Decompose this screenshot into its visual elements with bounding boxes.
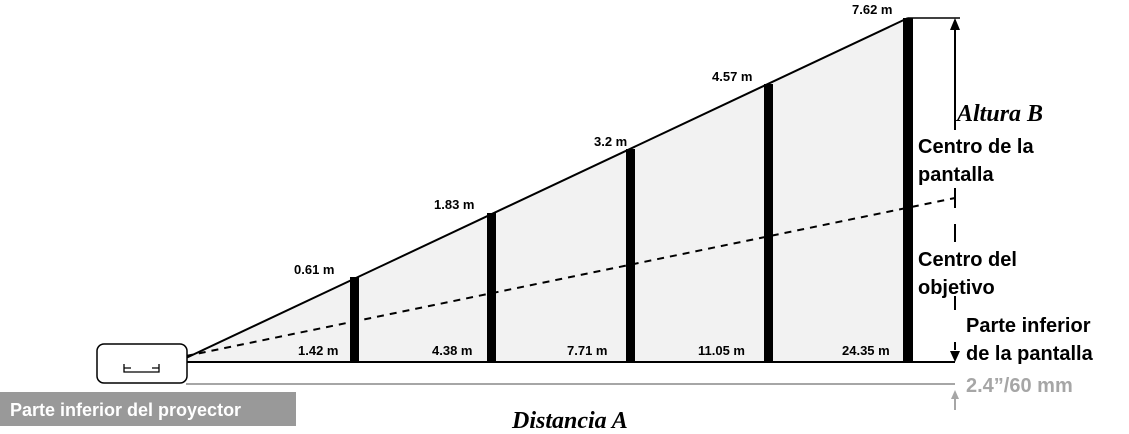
projector-bottom-label: Parte inferior del proyector <box>10 400 241 420</box>
screen-bar <box>764 84 773 362</box>
height-label: 3.2 m <box>594 134 627 149</box>
lens-center-line <box>185 197 956 357</box>
arrow-up-icon <box>950 18 960 30</box>
distance-label: 1.42 m <box>298 343 338 358</box>
distance-label: 4.38 m <box>432 343 472 358</box>
distance-label: 7.71 m <box>567 343 607 358</box>
height-title: Altura B <box>955 101 1043 127</box>
screen-bottom-label: Parte inferior <box>966 315 1091 337</box>
projector-icon <box>96 343 188 384</box>
screen-bar <box>903 18 913 362</box>
height-label: 1.83 m <box>434 197 474 212</box>
screen-center-label: Centro de la <box>918 136 1034 158</box>
screen-bar <box>626 149 635 362</box>
height-label: 0.61 m <box>294 262 334 277</box>
projection-top-edge <box>185 17 909 359</box>
screen-center-label: pantalla <box>918 164 994 186</box>
arrow-up-icon <box>951 390 959 399</box>
lens-center-label: Centro del <box>918 249 1017 271</box>
height-label: 7.62 m <box>852 2 892 17</box>
offset-label: 2.4”/60 mm <box>966 375 1073 397</box>
screen-bar <box>350 277 359 362</box>
distance-label: 11.05 m <box>698 343 745 358</box>
height-label: 4.57 m <box>712 69 752 84</box>
screen-bottom-label: de la pantalla <box>966 343 1094 365</box>
projector-lens-icon <box>123 364 160 373</box>
distance-label: 24.35 m <box>842 343 890 358</box>
distance-title: Distancia A <box>511 408 628 434</box>
lens-center-label: objetivo <box>918 277 995 299</box>
projector-bottom-badge <box>0 392 296 426</box>
screen-bar <box>487 213 496 362</box>
arrow-down-icon <box>950 351 960 362</box>
